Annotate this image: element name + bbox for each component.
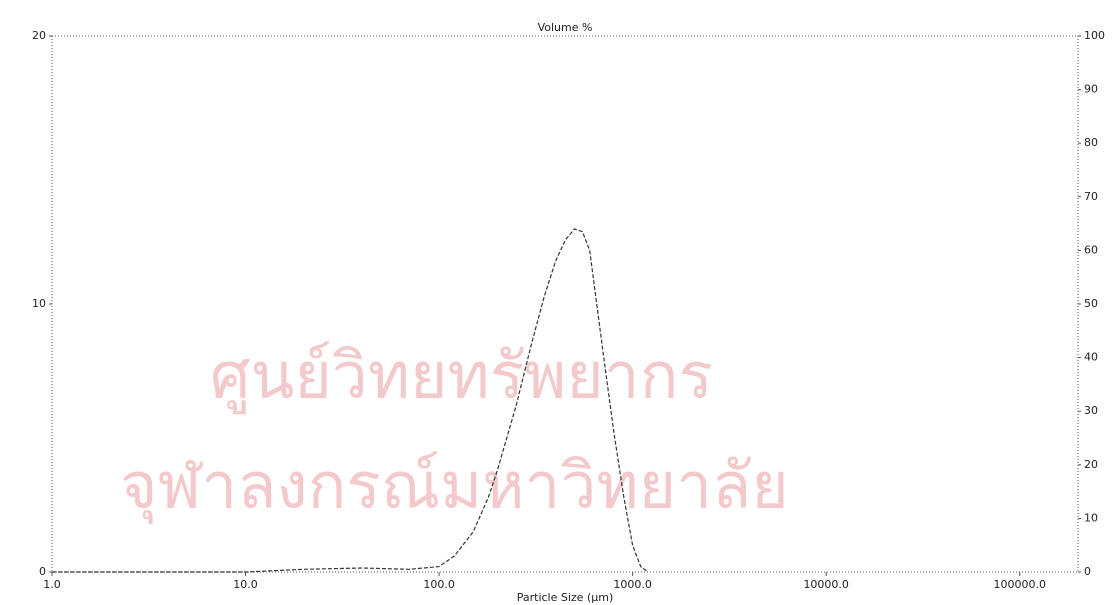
- x-tick-label: 1.0: [43, 578, 61, 591]
- y2-tick-label: 30: [1084, 404, 1098, 417]
- y-tick-label: 10: [32, 297, 46, 310]
- y2-tick-label: 0: [1084, 565, 1091, 578]
- y2-tick-label: 100: [1084, 29, 1105, 42]
- x-axis-label: Particle Size (µm): [517, 591, 614, 604]
- watermark: จุฬาลงกรณ์มหาวิทยาลัย: [120, 450, 789, 525]
- x-tick-label: 100000.0: [993, 578, 1046, 591]
- y2-tick-label: 90: [1084, 83, 1098, 96]
- y2-tick-label: 60: [1084, 243, 1098, 256]
- x-tick-label: 10000.0: [803, 578, 849, 591]
- x-tick-label: 1000.0: [613, 578, 652, 591]
- chart-title: Volume %: [538, 21, 593, 34]
- data-line: [52, 228, 649, 573]
- y2-tick-label: 50: [1084, 297, 1098, 310]
- x-tick-label: 100.0: [423, 578, 455, 591]
- y-tick-label: 20: [32, 29, 46, 42]
- y2-tick-label: 70: [1084, 190, 1098, 203]
- y2-tick-label: 10: [1084, 511, 1098, 524]
- x-tick-label: 10.0: [233, 578, 258, 591]
- y2-tick-label: 40: [1084, 351, 1098, 364]
- watermark: ศูนย์วิทยทรัพยากร: [210, 340, 713, 415]
- y2-tick-label: 80: [1084, 136, 1098, 149]
- y2-tick-label: 20: [1084, 458, 1098, 471]
- y-tick-label: 0: [39, 565, 46, 578]
